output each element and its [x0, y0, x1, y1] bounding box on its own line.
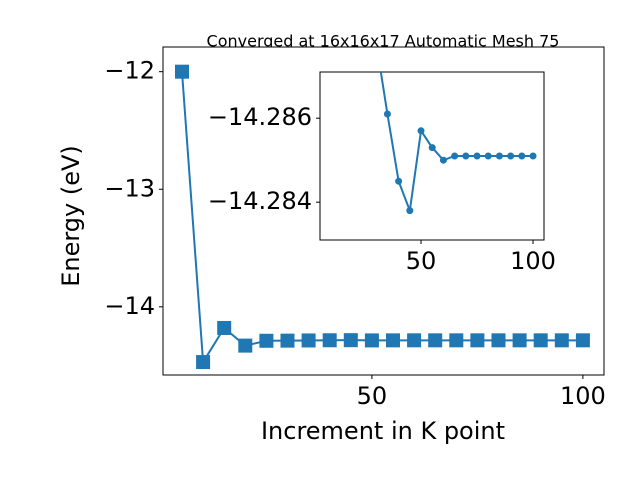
plot-content: [174, 64, 590, 370]
marker: [417, 127, 425, 135]
marker: [554, 333, 569, 348]
marker: [470, 333, 485, 348]
x-tick-label: 100: [560, 382, 606, 410]
marker: [174, 64, 189, 79]
marker: [322, 333, 337, 348]
marker: [301, 333, 316, 348]
x-tick-label: 100: [510, 247, 556, 275]
y-axis-label: Energy (eV): [57, 145, 85, 287]
marker: [451, 152, 459, 160]
y-tick-label: −14.284: [208, 187, 312, 215]
x-tick-label: 50: [357, 382, 388, 410]
y-tick-label: −13: [104, 174, 155, 202]
x-axis-label: Increment in K point: [261, 417, 505, 445]
marker: [364, 333, 379, 348]
marker: [407, 333, 422, 348]
marker: [238, 338, 253, 353]
marker: [533, 333, 548, 348]
marker: [428, 144, 436, 152]
marker: [280, 333, 295, 348]
x-tick-label: 50: [406, 247, 437, 275]
plot-content: [379, 72, 537, 215]
y-tick-label: −14: [104, 292, 155, 320]
marker: [462, 152, 470, 160]
marker: [395, 177, 403, 185]
y-tick-label: −12: [104, 57, 155, 85]
marker: [343, 333, 358, 348]
marker: [484, 152, 492, 160]
marker: [385, 333, 400, 348]
marker: [383, 110, 391, 118]
y-tick-label: −14.286: [208, 103, 312, 131]
marker: [495, 152, 503, 160]
marker: [196, 355, 211, 370]
marker: [259, 333, 274, 348]
marker: [575, 333, 590, 348]
marker: [491, 333, 506, 348]
marker: [439, 156, 447, 164]
marker: [217, 320, 232, 335]
chart-title: Converged at 16x16x17 Automatic Mesh 75: [207, 32, 560, 51]
marker: [507, 152, 515, 160]
marker: [529, 152, 537, 160]
marker: [428, 333, 443, 348]
marker: [473, 152, 481, 160]
marker: [449, 333, 464, 348]
marker: [512, 333, 527, 348]
marker: [406, 207, 414, 215]
marker: [518, 152, 526, 160]
